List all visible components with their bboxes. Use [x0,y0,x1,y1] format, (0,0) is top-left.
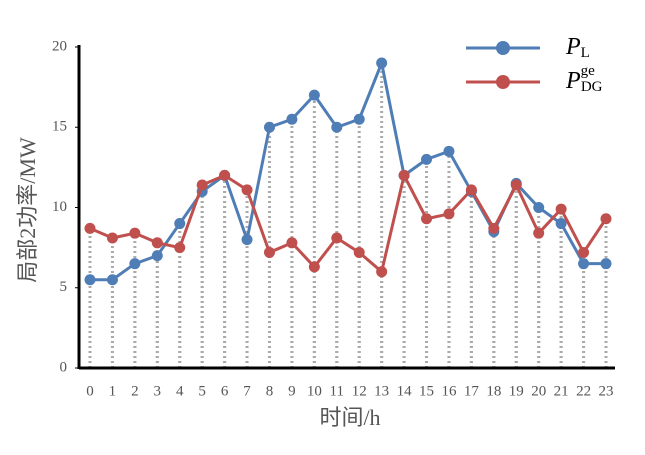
point [488,222,500,234]
legend-marker [496,41,510,55]
point [578,246,590,258]
x-tick-label: 11 [330,383,344,399]
point [555,203,567,215]
point [84,274,96,286]
point [555,218,567,230]
point [196,179,208,191]
series-line [90,57,606,282]
x-tick-label: 23 [599,383,614,399]
x-tick-label: 15 [419,383,434,399]
x-tick-label: 8 [266,383,274,399]
y-tick-label: 0 [60,359,68,375]
x-tick-label: 20 [531,383,546,399]
legend-name: P [565,34,581,60]
x-tick-label: 10 [307,383,322,399]
x-tick-label: 7 [243,383,251,399]
point [331,121,343,133]
x-tick-label: 4 [176,383,184,399]
legend-label: Pge DG [565,63,603,95]
point [174,242,186,254]
y-tick-label: 15 [52,119,67,135]
point [465,184,477,196]
x-tick-label: 21 [554,383,569,399]
point [241,234,253,246]
legend-name: P [565,68,581,94]
point [600,258,612,270]
x-tick-label: 13 [374,383,389,399]
y-axis-label: 局部2功率/MW [15,137,40,283]
y-tick-label: 20 [52,38,67,54]
x-tick-label: 17 [464,383,480,399]
point [129,227,141,239]
point [398,169,410,181]
point [308,89,320,101]
x-tick-label: 12 [352,383,367,399]
point [443,208,455,220]
point [376,57,388,69]
point [286,113,298,125]
point [286,237,298,249]
point [533,227,545,239]
point [219,169,231,181]
point [353,113,365,125]
x-tick-label: 9 [288,383,296,399]
point [106,274,118,286]
point [421,213,433,225]
x-tick-label: 16 [441,383,457,399]
x-tick-label: 0 [86,383,94,399]
series-line [89,171,608,275]
x-tick-label: 18 [486,383,501,399]
x-tick-label: 6 [221,383,229,399]
x-tick-label: 1 [109,383,117,399]
x-tick-label: 14 [397,383,413,399]
point [263,246,275,258]
x-axis-label: 时间/h [319,405,380,430]
point [129,258,141,270]
point [353,246,365,258]
legend-subscript: DG [581,79,603,95]
point [533,202,545,213]
point [510,179,522,191]
point [443,145,455,157]
point [151,237,163,249]
x-tick-label: 3 [154,383,162,399]
point [263,121,275,133]
x-tick-label: 19 [509,383,524,399]
point [331,232,343,244]
point [106,232,118,244]
point [151,250,163,262]
legend-marker [496,75,510,89]
x-tick-label: 2 [131,383,139,399]
point [308,261,320,273]
y-tick-label: 5 [60,279,68,295]
point [241,184,253,196]
legend-superscript: ge [581,63,596,79]
point [84,222,96,234]
point [376,266,388,278]
point [600,213,612,225]
x-tick-label: 22 [576,383,591,399]
x-tick-label: 5 [198,383,206,399]
point [421,153,433,165]
point [578,258,590,270]
legend-subscript: L [581,45,590,61]
y-tick-label: 10 [52,199,67,215]
point [174,218,186,230]
legend-label: PL [565,34,590,62]
